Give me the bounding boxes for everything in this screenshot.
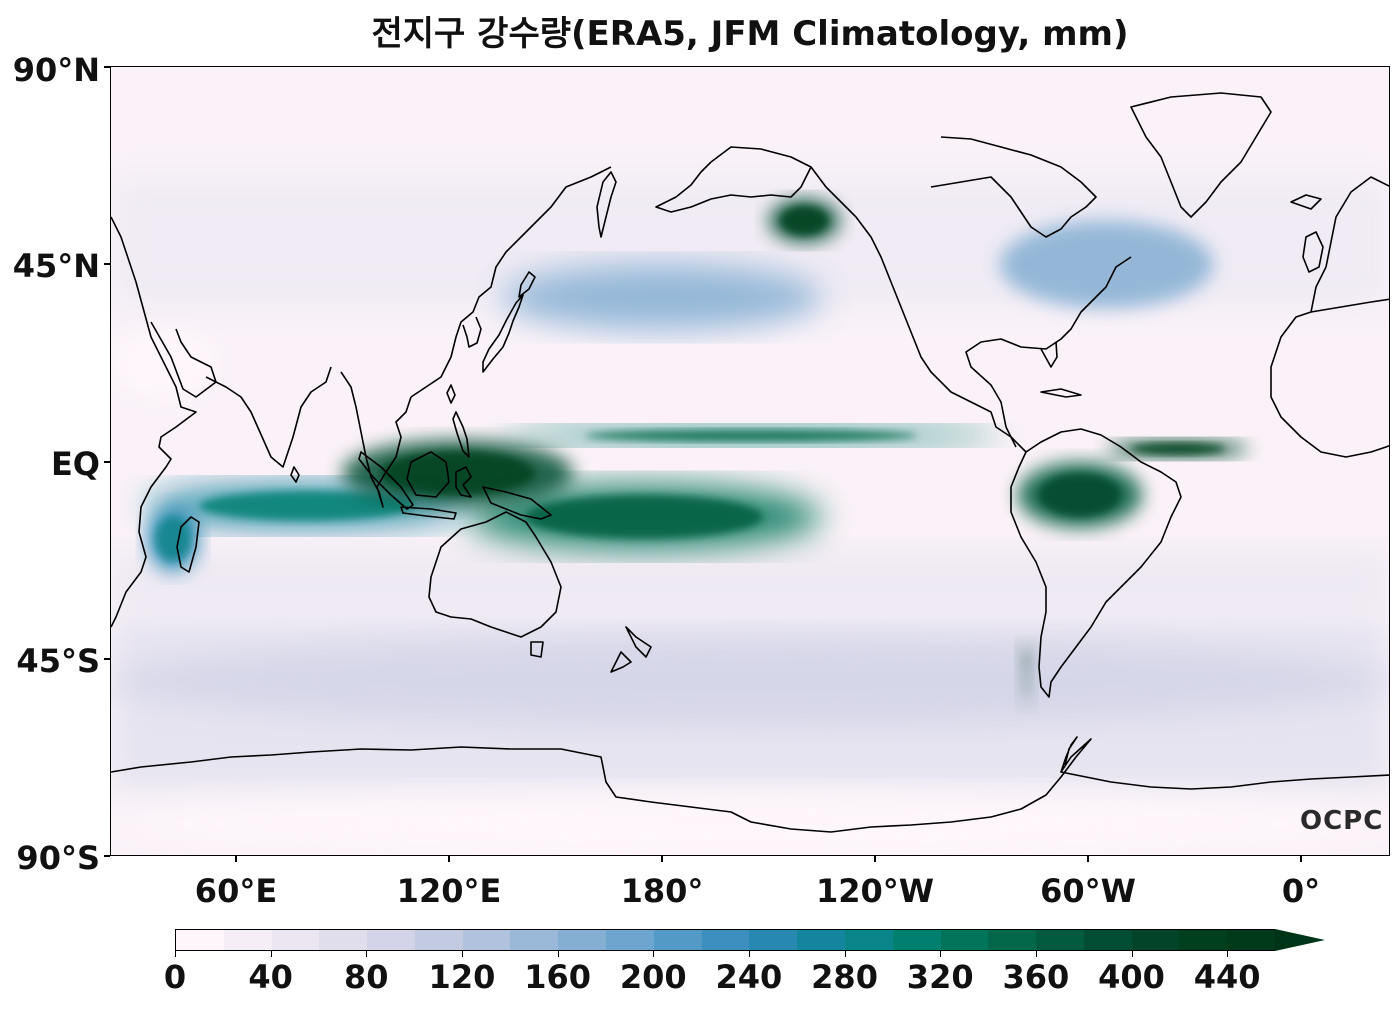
colorbar-tick bbox=[270, 951, 272, 957]
ocpc-logo: OCPC bbox=[1300, 806, 1384, 836]
precipitation-field bbox=[111, 176, 1389, 855]
x-tick-label-0: 0° bbox=[1281, 872, 1321, 910]
x-tick-label-60e: 60°E bbox=[194, 872, 278, 910]
y-tick-label-eq: EQ bbox=[50, 445, 100, 483]
colorbar-segment bbox=[271, 930, 320, 950]
colorbar-tick-label: 200 bbox=[619, 958, 687, 996]
colorbar-segment bbox=[414, 930, 463, 950]
colorbar-tick bbox=[940, 951, 942, 957]
precip-feature-core bbox=[780, 205, 829, 236]
colorbar-tick-label: 0 bbox=[163, 958, 187, 996]
colorbar-tick bbox=[175, 951, 176, 957]
colorbar-tick-label: 320 bbox=[906, 958, 974, 996]
precip-feature bbox=[999, 220, 1214, 309]
colorbar-segment bbox=[1227, 930, 1275, 950]
precip-feature-core bbox=[199, 491, 414, 521]
x-tick bbox=[1087, 856, 1089, 862]
colorbar-segment bbox=[319, 930, 368, 950]
x-tick bbox=[661, 856, 663, 862]
colorbar-segment bbox=[462, 930, 511, 950]
y-tick-label-45s: 45°S bbox=[16, 642, 100, 680]
x-tick bbox=[1300, 856, 1302, 862]
colorbar-segment bbox=[367, 930, 415, 950]
y-tick bbox=[104, 263, 110, 265]
colorbar-segment bbox=[606, 930, 654, 950]
colorbar-tick bbox=[844, 951, 846, 957]
colorbar-segment bbox=[176, 930, 224, 950]
colorbar-segment bbox=[558, 930, 607, 950]
colorbar-tick-label: 160 bbox=[524, 958, 591, 996]
y-tick-label-45n: 45°N bbox=[12, 247, 100, 285]
colorbar-tick-label: 360 bbox=[1002, 958, 1070, 996]
colorbar-tick bbox=[653, 951, 655, 957]
precip-feature-core bbox=[1130, 442, 1226, 455]
y-tick bbox=[104, 461, 110, 463]
colorbar-segment bbox=[701, 930, 750, 950]
colorbar-segment bbox=[844, 930, 893, 950]
precipitation-map bbox=[111, 92, 1389, 855]
precip-band bbox=[111, 549, 1389, 616]
colorbar-tick bbox=[461, 951, 463, 957]
colorbar-tick bbox=[366, 951, 368, 957]
precip-feature-core bbox=[1038, 472, 1122, 517]
colorbar-segment bbox=[653, 930, 702, 950]
y-tick bbox=[104, 855, 110, 857]
y-tick-label-90n: 90°N bbox=[12, 51, 100, 89]
colorbar-tick-label: 400 bbox=[1098, 958, 1165, 996]
x-tick-label-120w: 120°W bbox=[815, 872, 935, 910]
y-tick bbox=[104, 658, 110, 660]
colorbar-tick bbox=[1227, 951, 1229, 957]
x-tick bbox=[235, 856, 237, 862]
precip-feature bbox=[111, 791, 1389, 855]
colorbar-segment bbox=[1179, 930, 1228, 950]
x-tick-label-120e: 120°E bbox=[396, 872, 502, 910]
colorbar-segment bbox=[510, 930, 559, 950]
map-title: 전지구 강수량(ERA5, JFM Climatology, mm) bbox=[371, 14, 1129, 54]
colorbar bbox=[175, 929, 1275, 951]
precip-feature bbox=[502, 264, 823, 331]
colorbar-tick bbox=[557, 951, 559, 957]
colorbar-tick-label: 80 bbox=[344, 958, 389, 996]
precip-feature-core bbox=[155, 516, 191, 561]
colorbar-segment bbox=[1083, 930, 1132, 950]
colorbar-tick-label: 120 bbox=[428, 958, 496, 996]
precip-feature-core bbox=[585, 429, 917, 442]
colorbar-tick-label: 40 bbox=[248, 958, 293, 996]
y-tick bbox=[104, 66, 110, 68]
colorbar-tick-label: 280 bbox=[811, 958, 878, 996]
x-tick-label-180: 180° bbox=[620, 872, 704, 910]
colorbar-tick-label: 240 bbox=[715, 958, 783, 996]
colorbar-segment bbox=[223, 930, 272, 950]
colorbar-segment bbox=[1131, 930, 1180, 950]
colorbar-segment bbox=[892, 930, 941, 950]
colorbar-tick bbox=[748, 951, 750, 957]
colorbar-segment bbox=[797, 930, 845, 950]
precip-feature-core bbox=[380, 451, 535, 495]
x-tick-label-60w: 60°W bbox=[1040, 872, 1136, 910]
colorbar-segment bbox=[1036, 930, 1084, 950]
map-panel bbox=[110, 66, 1390, 856]
x-tick bbox=[448, 856, 450, 862]
colorbar-tick bbox=[1131, 951, 1133, 957]
colorbar-segment bbox=[988, 930, 1037, 950]
coastlines bbox=[111, 92, 1389, 833]
colorbar-tick bbox=[1035, 951, 1037, 957]
colorbar-segment bbox=[940, 930, 989, 950]
colorbar-extend-arrow bbox=[1275, 929, 1325, 951]
x-tick bbox=[874, 856, 876, 862]
precip-feature-core bbox=[525, 494, 763, 539]
y-tick-label-90s: 90°S bbox=[16, 839, 100, 877]
colorbar-tick-label: 440 bbox=[1193, 958, 1261, 996]
precip-feature bbox=[111, 637, 1389, 726]
colorbar-segment bbox=[749, 930, 798, 950]
